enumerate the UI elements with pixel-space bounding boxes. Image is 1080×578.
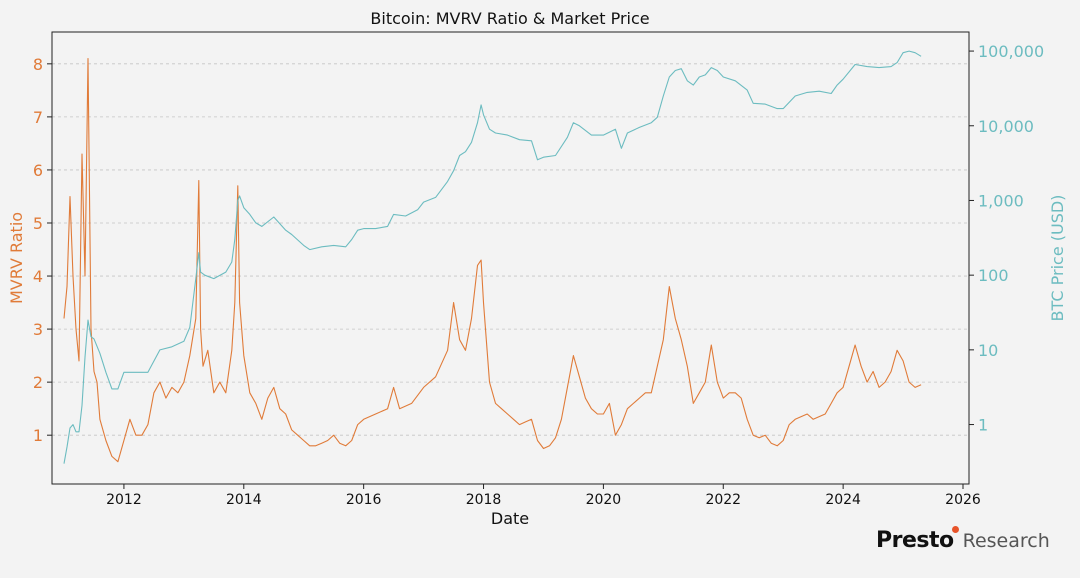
y-right-tick-label-10: 10 — [978, 341, 998, 360]
y-right-tick-label-10000: 10,000 — [978, 117, 1034, 136]
brand-name: Presto — [876, 528, 954, 553]
x-tick-label-2026: 2026 — [945, 492, 981, 508]
btc-price-line — [63, 50, 922, 464]
y-left-tick-label-4: 4 — [33, 267, 43, 286]
x-tick-label-2024: 2024 — [825, 492, 861, 508]
y-axis-right-label: BTC Price (USD) — [1048, 195, 1067, 322]
y-left-tick-label-6: 6 — [33, 161, 43, 180]
mvrv-ratio-line — [63, 57, 922, 463]
y-right-tick-label-1000: 1,000 — [978, 191, 1024, 210]
plot-frame — [51, 31, 970, 485]
x-tick-label-2014: 2014 — [226, 492, 262, 508]
y-right-tick-label-100: 100 — [978, 266, 1009, 285]
y-right-tick-label-100000: 100,000 — [978, 42, 1044, 61]
tick-layer: 2012 2014 2016 2018 2020 2022 2024 2026 1 2 3 4 5 6 7 8… — [33, 42, 1044, 508]
y-axis-left-label: MVRV Ratio — [7, 212, 26, 304]
chart-title: Bitcoin: MVRV Ratio & Market Price — [370, 9, 649, 28]
series-layer — [63, 50, 922, 464]
y-left-tick-label-3: 3 — [33, 320, 43, 339]
x-tick-label-2022: 2022 — [705, 492, 741, 508]
brand-suffix: Research — [962, 530, 1050, 552]
y-left-tick-label-7: 7 — [33, 108, 43, 127]
y-left-tick-label-1: 1 — [33, 426, 43, 445]
y-left-tick-label-8: 8 — [33, 55, 43, 74]
y-left-tick-label-5: 5 — [33, 214, 43, 233]
x-tick-label-2016: 2016 — [346, 492, 382, 508]
x-tick-label-2018: 2018 — [466, 492, 502, 508]
y-right-tick-label-1: 1 — [978, 416, 988, 435]
brand-dot-icon — [951, 526, 959, 533]
grid-layer — [52, 63, 969, 436]
presto-research-logo: Presto Research — [876, 526, 1050, 553]
x-tick-label-2020: 2020 — [586, 492, 622, 508]
x-tick-label-2012: 2012 — [106, 492, 142, 508]
y-left-tick-label-2: 2 — [33, 373, 43, 392]
x-axis-label: Date — [491, 509, 529, 528]
